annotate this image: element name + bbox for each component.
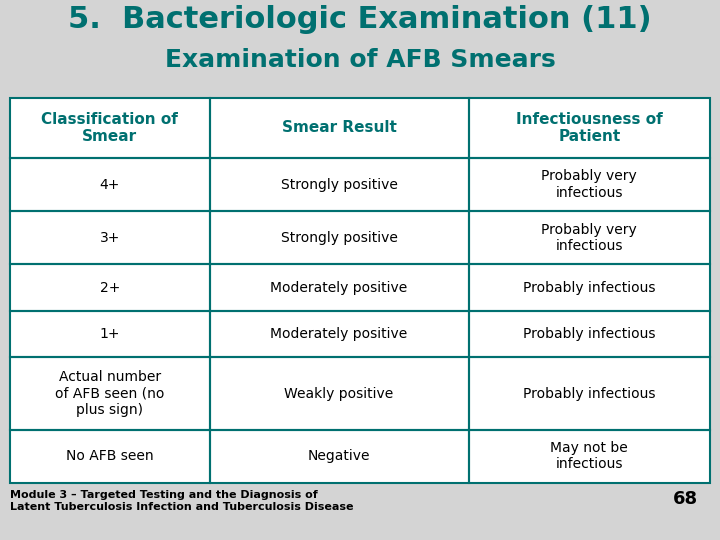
Text: Moderately positive: Moderately positive	[271, 281, 408, 295]
Text: Infectiousness of
Patient: Infectiousness of Patient	[516, 112, 662, 144]
Text: Examination of AFB Smears: Examination of AFB Smears	[165, 48, 555, 72]
Text: 3+: 3+	[99, 231, 120, 245]
Bar	[210, 265, 469, 311]
Text: Probably infectious: Probably infectious	[523, 281, 655, 295]
Bar	[469, 265, 710, 311]
Bar	[469, 98, 710, 158]
Bar	[469, 211, 710, 265]
Bar	[10, 430, 210, 483]
Bar	[210, 211, 469, 265]
Text: Actual number
of AFB seen (no
plus sign): Actual number of AFB seen (no plus sign)	[55, 370, 164, 417]
Bar	[210, 311, 469, 357]
Bar	[10, 158, 210, 211]
Bar	[10, 265, 210, 311]
Text: Strongly positive: Strongly positive	[281, 231, 397, 245]
Bar	[10, 211, 210, 265]
Text: Smear Result: Smear Result	[282, 120, 397, 136]
Bar	[469, 357, 710, 430]
Text: Probably infectious: Probably infectious	[523, 387, 655, 401]
Bar	[210, 357, 469, 430]
Text: 1+: 1+	[99, 327, 120, 341]
Bar	[10, 357, 210, 430]
Bar	[10, 311, 210, 357]
Text: 2+: 2+	[99, 281, 120, 295]
Bar	[10, 98, 210, 158]
Text: No AFB seen: No AFB seen	[66, 449, 153, 463]
Bar	[210, 98, 469, 158]
Text: Probably infectious: Probably infectious	[523, 327, 655, 341]
Bar	[469, 158, 710, 211]
Text: Strongly positive: Strongly positive	[281, 178, 397, 192]
Text: Classification of
Smear: Classification of Smear	[41, 112, 178, 144]
Text: May not be
infectious: May not be infectious	[550, 441, 628, 471]
Text: Negative: Negative	[307, 449, 370, 463]
Bar	[469, 311, 710, 357]
Bar	[210, 430, 469, 483]
Text: Module 3 – Targeted Testing and the Diagnosis of
Latent Tuberculosis Infection a: Module 3 – Targeted Testing and the Diag…	[10, 490, 354, 511]
Text: Probably very
infectious: Probably very infectious	[541, 222, 637, 253]
Text: Probably very
infectious: Probably very infectious	[541, 170, 637, 200]
Text: Moderately positive: Moderately positive	[271, 327, 408, 341]
Text: 5.  Bacteriologic Examination (11): 5. Bacteriologic Examination (11)	[68, 5, 652, 34]
Bar	[210, 158, 469, 211]
Bar	[469, 430, 710, 483]
Bar	[10, 98, 710, 483]
Text: Weakly positive: Weakly positive	[284, 387, 394, 401]
Text: 68: 68	[673, 490, 698, 508]
Text: 4+: 4+	[99, 178, 120, 192]
